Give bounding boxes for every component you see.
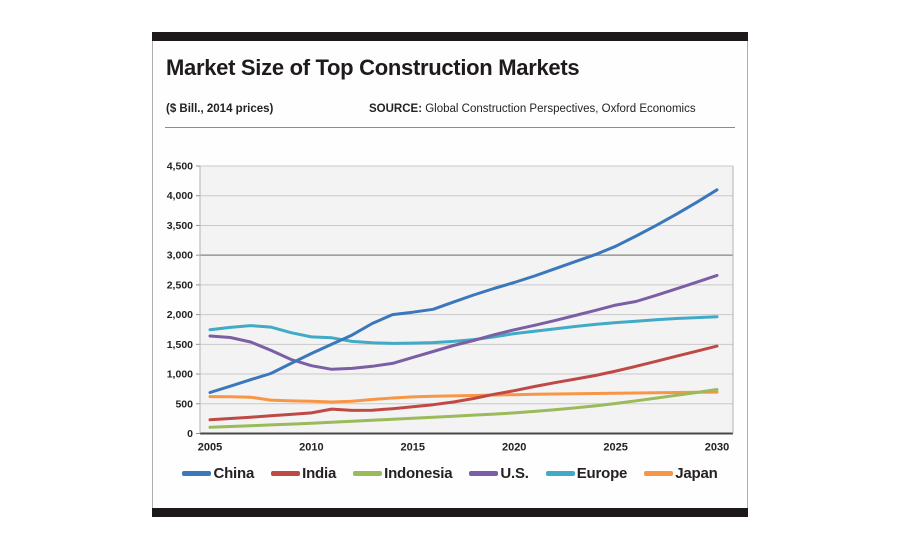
x-tick-label-2030: 2030 <box>705 442 729 454</box>
series-line-indonesia <box>208 388 719 429</box>
chart-legend: China India Indonesia U.S. Europe Japan <box>153 465 747 482</box>
legend-swatch-china <box>182 471 212 476</box>
y-tick-label-500: 500 <box>175 398 193 410</box>
legend-label-us: U.S. <box>500 465 529 482</box>
legend-swatch-europe <box>545 471 575 476</box>
series-line-india <box>208 344 719 422</box>
y-tick-label-4500: 4,500 <box>167 161 193 173</box>
y-tick-label-2500: 2,500 <box>167 279 193 291</box>
legend-item-europe: Europe <box>545 465 628 482</box>
legend-item-japan: Japan <box>644 465 718 482</box>
y-tick-label-2000: 2,000 <box>167 309 193 321</box>
legend-item-india: India <box>271 465 336 482</box>
legend-label-europe: Europe <box>576 465 628 482</box>
y-tick-label-1500: 1,500 <box>167 339 193 351</box>
subtitle-row: ($ Bill., 2014 prices) SOURCE: Global Co… <box>166 103 736 119</box>
series-line-china <box>208 188 719 394</box>
source-label: SOURCE: <box>369 103 423 115</box>
x-tick-label-2025: 2025 <box>603 442 627 454</box>
x-tick-label-2020: 2020 <box>502 442 526 454</box>
legend-swatch-us <box>469 471 499 476</box>
source-line: SOURCE: Global Construction Perspectives… <box>369 103 696 115</box>
x-tick-label-2010: 2010 <box>299 442 323 454</box>
legend-swatch-indonesia <box>353 471 383 476</box>
y-tick-label-3500: 3,500 <box>167 220 193 232</box>
legend-label-china: China <box>213 465 255 482</box>
y-tick-label-1000: 1,000 <box>167 369 193 381</box>
source-text: Global Construction Perspectives, Oxford… <box>422 103 696 115</box>
bottom-black-bar <box>152 508 748 517</box>
units-label: ($ Bill., 2014 prices) <box>166 103 274 115</box>
card-body: Market Size of Top Construction Markets … <box>152 41 748 508</box>
legend-item-us: U.S. <box>469 465 529 482</box>
legend-swatch-india <box>271 471 301 476</box>
series-line-europe <box>208 315 719 345</box>
legend-item-indonesia: Indonesia <box>353 465 453 482</box>
report-card: Market Size of Top Construction Markets … <box>152 32 748 517</box>
header-divider <box>165 127 735 128</box>
series-line-japan <box>208 390 719 404</box>
chart-title: Market Size of Top Construction Markets <box>166 55 580 80</box>
legend-label-india: India <box>302 465 337 482</box>
legend-swatch-japan <box>644 471 674 476</box>
top-black-bar <box>152 32 748 41</box>
x-tick-label-2005: 2005 <box>198 442 222 454</box>
y-tick-label-0: 0 <box>187 428 193 440</box>
x-tick-label-2015: 2015 <box>401 442 425 454</box>
legend-item-china: China <box>182 465 254 482</box>
y-tick-label-3000: 3,000 <box>167 250 193 262</box>
legend-label-indonesia: Indonesia <box>384 465 453 482</box>
chart-svg: 0 500 1,000 1,500 2,000 2,500 3,000 3,500 4,000 4… <box>167 161 734 454</box>
legend-label-japan: Japan <box>675 465 718 482</box>
y-tick-label-4000: 4,000 <box>167 190 193 202</box>
